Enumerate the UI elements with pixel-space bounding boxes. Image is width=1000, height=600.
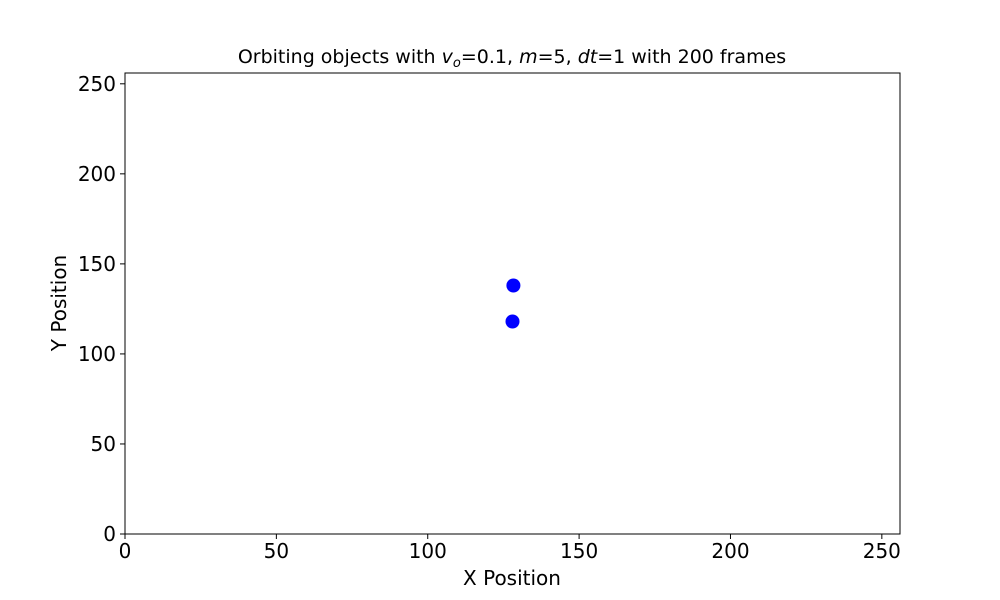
x-tick-label: 0	[119, 539, 132, 563]
y-tick-label: 200	[78, 162, 116, 186]
orbit-object-point	[506, 278, 521, 293]
chart-title-part: m	[519, 46, 538, 68]
chart-title-part: =5,	[538, 46, 578, 68]
y-tick-label: 250	[78, 72, 116, 96]
chart-title-part: dt	[578, 46, 599, 68]
x-tick-label: 100	[409, 539, 447, 563]
chart-title-part: Orbiting objects with	[238, 46, 442, 68]
chart-title-part: o	[453, 56, 461, 71]
y-tick-label: 100	[78, 342, 116, 366]
chart-title-part: v	[442, 46, 454, 68]
orbit-object-point	[505, 314, 520, 329]
chart-title-part: =0.1,	[461, 46, 519, 68]
plot-area-frame	[124, 72, 901, 535]
x-tick-label: 200	[711, 539, 749, 563]
y-axis-label: Y Position	[47, 255, 71, 352]
chart-title-part: =1 with 200 frames	[597, 46, 786, 68]
chart-title: Orbiting objects with vo=0.1, m=5, dt=1 …	[238, 46, 786, 71]
x-axis-label: X Position	[463, 566, 561, 590]
y-axis-ticks: 0 50 100 150 200 250	[78, 72, 125, 546]
x-tick-label: 250	[863, 539, 901, 563]
x-tick-label: 150	[560, 539, 598, 563]
x-axis-ticks: 0 50 100 150 200 250	[119, 534, 901, 563]
y-tick-label: 150	[78, 252, 116, 276]
x-tick-label: 50	[264, 539, 289, 563]
data-points	[505, 278, 521, 329]
y-tick-label: 0	[103, 522, 116, 546]
y-tick-label: 50	[91, 432, 116, 456]
